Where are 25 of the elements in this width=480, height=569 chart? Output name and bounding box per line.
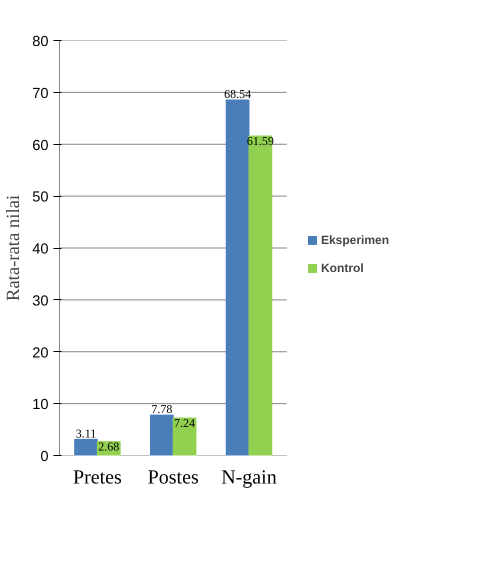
y-tick-label: 10 bbox=[32, 397, 49, 414]
bar bbox=[248, 136, 272, 456]
y-tick-label: 60 bbox=[32, 138, 49, 154]
data-label: 68.54 bbox=[224, 86, 252, 101]
y-tick-label: 20 bbox=[32, 345, 49, 362]
bar bbox=[74, 438, 98, 456]
y-tick-label: 70 bbox=[32, 86, 49, 102]
y-tick-label: 80 bbox=[32, 34, 49, 50]
y-axis-title: Rata-rata nilai bbox=[3, 194, 24, 302]
bar bbox=[172, 417, 196, 456]
x-tick-label: N-gain bbox=[221, 466, 277, 488]
legend-label: Kontrol bbox=[321, 261, 364, 275]
bar bbox=[150, 414, 174, 456]
data-label: 2.68 bbox=[98, 440, 120, 454]
legend-label: Eksperimen bbox=[321, 233, 390, 247]
y-tick-label: 0 bbox=[40, 449, 49, 465]
y-tick-label: 30 bbox=[32, 293, 49, 310]
x-tick-label: Pretes bbox=[72, 466, 122, 488]
y-tick-label: 40 bbox=[32, 242, 49, 258]
data-label: 3.11 bbox=[76, 426, 96, 440]
data-label: 61.59 bbox=[246, 134, 274, 148]
data-label: 7.78 bbox=[151, 402, 172, 416]
x-tick-label: Postes bbox=[148, 466, 199, 488]
data-label: 7.24 bbox=[174, 416, 196, 430]
y-tick-label: 50 bbox=[32, 190, 49, 206]
